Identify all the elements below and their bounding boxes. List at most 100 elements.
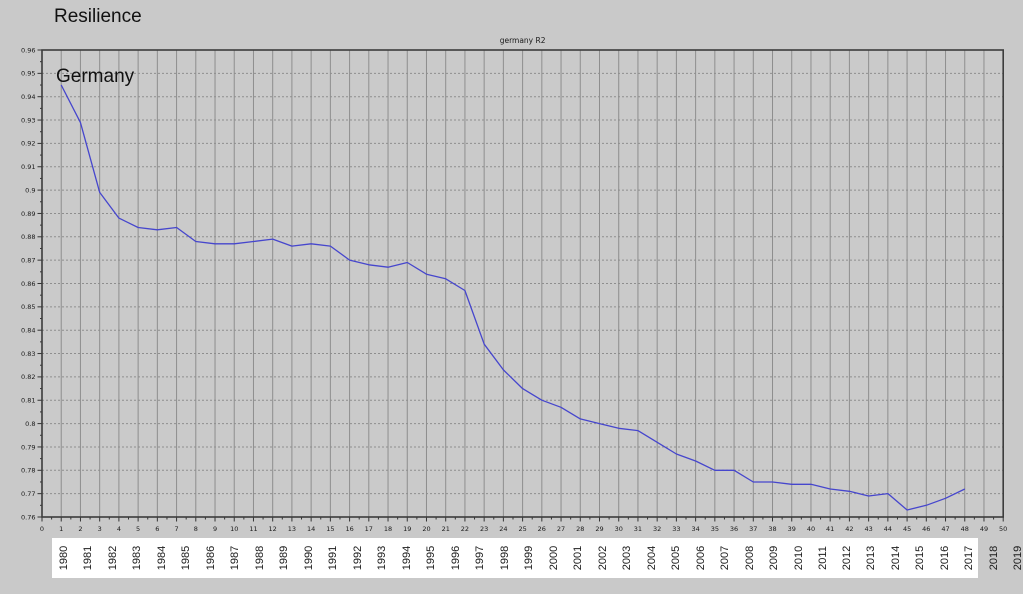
page-title: Resilience xyxy=(54,6,142,27)
x-tick-label: 30 xyxy=(615,525,623,533)
x-tick-label: 2 xyxy=(78,525,82,533)
x-tick-label: 4 xyxy=(117,525,121,533)
x-tick-label: 21 xyxy=(442,525,450,533)
x-tick-label: 46 xyxy=(922,525,930,533)
y-tick-label: 0.9 xyxy=(25,186,35,194)
x-tick-label: 11 xyxy=(249,525,257,533)
year-label: 1990 xyxy=(303,545,316,571)
y-tick-label: 0.85 xyxy=(21,303,35,311)
year-label: 1996 xyxy=(449,545,462,571)
year-label-cell: 1991 xyxy=(321,538,345,578)
year-label-cell: 2004 xyxy=(640,538,664,578)
year-label: 1980 xyxy=(58,545,71,571)
year-label: 1998 xyxy=(498,545,511,571)
x-tick-label: 38 xyxy=(768,525,776,533)
year-label: 1994 xyxy=(401,545,414,571)
data-line-germany-r2 xyxy=(60,84,966,511)
x-tick-label: 19 xyxy=(403,525,411,533)
year-label-cell: 2016 xyxy=(933,538,957,578)
x-tick-label: 29 xyxy=(595,525,603,533)
y-tick-label: 0.94 xyxy=(21,93,35,101)
year-label-cell: 2018 xyxy=(982,538,1006,578)
year-label-cell: 2000 xyxy=(542,538,566,578)
x-tick-label: 17 xyxy=(365,525,373,533)
x-tick-label: 3 xyxy=(98,525,102,533)
x-tick-label: 31 xyxy=(634,525,642,533)
x-tick-label: 43 xyxy=(864,525,872,533)
year-label: 2017 xyxy=(963,545,976,571)
year-label-cell: 2011 xyxy=(811,538,835,578)
y-tick-label: 0.8 xyxy=(25,420,35,428)
year-label: 2000 xyxy=(547,545,560,571)
y-tick-label: 0.79 xyxy=(21,443,35,451)
year-label: 2011 xyxy=(816,546,829,570)
x-tick-label: 47 xyxy=(941,525,949,533)
x-tick-label: 36 xyxy=(730,525,738,533)
x-tick-label: 16 xyxy=(345,525,353,533)
x-tick-label: 18 xyxy=(384,525,392,533)
year-label: 2003 xyxy=(621,545,634,571)
year-label: 2005 xyxy=(670,545,683,571)
x-tick-label: 23 xyxy=(480,525,488,533)
year-label: 2010 xyxy=(792,545,805,571)
year-label-cell: 2001 xyxy=(566,538,590,578)
y-tick-label: 0.96 xyxy=(21,46,35,54)
x-tick-label: 26 xyxy=(538,525,546,533)
country-label: Germany xyxy=(56,66,135,87)
y-tick-label: 0.82 xyxy=(21,373,35,381)
plot-border xyxy=(41,49,1005,518)
x-tick-label: 6 xyxy=(155,525,159,533)
year-label: 1984 xyxy=(156,545,169,571)
x-tick-label: 10 xyxy=(230,525,238,533)
year-label-cell: 1999 xyxy=(517,538,541,578)
year-label: 2014 xyxy=(889,545,902,571)
y-tick-label: 0.92 xyxy=(21,140,35,148)
x-tick-label: 8 xyxy=(194,525,198,533)
year-label: 2007 xyxy=(719,545,732,571)
y-tick-label: 0.84 xyxy=(21,327,35,335)
year-label-cell: 2003 xyxy=(615,538,639,578)
year-label-cell: 1982 xyxy=(101,538,125,578)
x-tick-label: 33 xyxy=(672,525,680,533)
year-label: 1997 xyxy=(474,545,487,571)
x-tick-label: 9 xyxy=(213,525,217,533)
x-tick-label: 5 xyxy=(136,525,140,533)
y-tick-label: 0.83 xyxy=(21,350,35,358)
x-tick-label: 28 xyxy=(576,525,584,533)
year-label: 1983 xyxy=(131,545,144,571)
x-tick-label: 22 xyxy=(461,525,469,533)
x-tick-label: 20 xyxy=(422,525,430,533)
year-label-cell: 1981 xyxy=(76,538,100,578)
year-label: 2013 xyxy=(865,545,878,571)
x-tick-label: 27 xyxy=(557,525,565,533)
year-label-cell: 1987 xyxy=(223,538,247,578)
x-tick-label: 7 xyxy=(174,525,178,533)
year-label: 2015 xyxy=(914,545,927,571)
year-label: 1986 xyxy=(205,545,218,571)
year-label-cell: 2005 xyxy=(664,538,688,578)
x-tick-label: 1 xyxy=(59,525,63,533)
year-label: 1991 xyxy=(327,545,340,571)
y-tick-label: 0.91 xyxy=(21,163,35,171)
year-label: 1992 xyxy=(352,545,365,571)
x-tick-label: 12 xyxy=(269,525,277,533)
x-tick-label: 14 xyxy=(307,525,315,533)
year-label: 2006 xyxy=(694,545,707,571)
x-tick-label: 49 xyxy=(980,525,988,533)
year-label-cell: 2015 xyxy=(908,538,932,578)
years-axis-strip: 1980 1981 1982 1983 1984 1985 1986 1987 1988 1989… xyxy=(52,538,1023,578)
year-label: 2019 xyxy=(1012,545,1023,571)
y-tick-label: 0.87 xyxy=(21,256,35,264)
year-label: 1989 xyxy=(278,545,291,571)
year-label-cell: 1992 xyxy=(346,538,370,578)
x-tick-label: 37 xyxy=(749,525,757,533)
year-label: 1999 xyxy=(523,545,536,571)
x-tick-label: 32 xyxy=(653,525,661,533)
year-label-cell: 2002 xyxy=(591,538,615,578)
x-tick-label: 48 xyxy=(961,525,969,533)
year-label-cell: 1986 xyxy=(199,538,223,578)
year-label: 1993 xyxy=(376,545,389,571)
year-label-cell: 1984 xyxy=(150,538,174,578)
year-label: 2004 xyxy=(645,545,658,571)
